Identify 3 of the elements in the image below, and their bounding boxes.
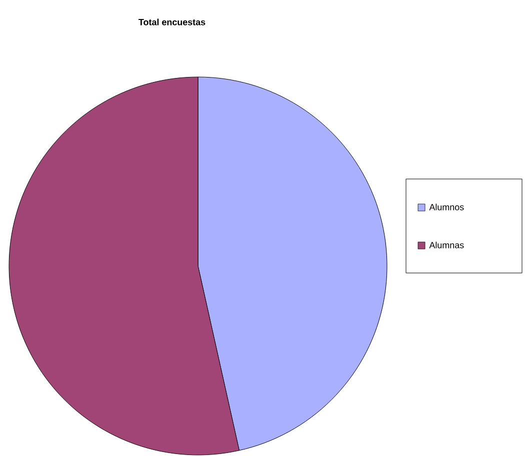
legend-label: Alumnas: [429, 242, 464, 248]
legend-label: Alumnos: [429, 204, 464, 210]
chart-title: Total encuestas: [138, 18, 206, 26]
